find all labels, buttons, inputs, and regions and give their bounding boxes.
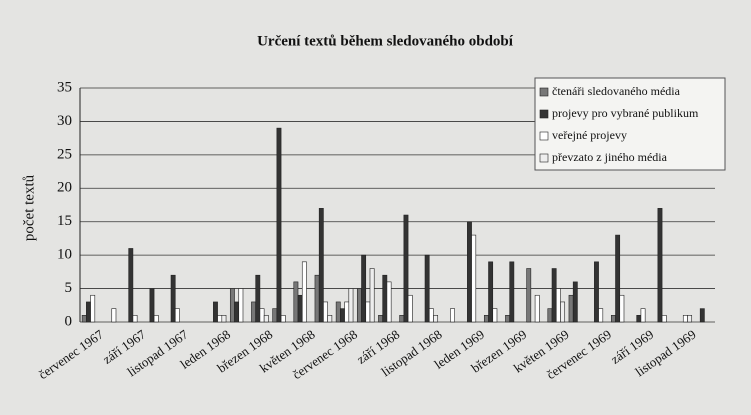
bar (132, 315, 138, 323)
y-tick-label: 0 (65, 313, 73, 329)
bar (382, 274, 388, 323)
y-tick-label: 20 (57, 180, 72, 196)
bar (81, 315, 87, 323)
bar (149, 288, 155, 323)
bar (174, 308, 180, 323)
y-tick-label: 15 (57, 213, 72, 229)
bar (340, 308, 345, 323)
y-axis-label: počet textů (21, 174, 37, 241)
bar (348, 288, 354, 323)
bar (90, 294, 96, 323)
bar (598, 308, 604, 323)
bar (234, 301, 240, 323)
bar (560, 301, 566, 323)
bar (255, 274, 261, 323)
bar (356, 288, 362, 323)
bar (682, 315, 688, 323)
y-tick-label: 10 (57, 247, 72, 263)
bar (433, 315, 439, 323)
bar (365, 301, 371, 323)
bar (272, 308, 278, 323)
bar (327, 315, 333, 323)
bar (551, 268, 557, 323)
bar (640, 308, 646, 323)
bar (153, 315, 159, 323)
bar (555, 288, 561, 323)
bar (217, 315, 223, 323)
bar (619, 294, 625, 323)
bar (509, 261, 515, 323)
legend-label: převzato z jiného média (552, 150, 668, 164)
bar (221, 315, 227, 323)
bar (492, 308, 498, 323)
bar (483, 315, 489, 323)
bar (314, 274, 320, 323)
y-tick-label: 25 (57, 146, 72, 162)
bar (280, 315, 286, 323)
bar (488, 261, 494, 323)
bar (86, 301, 91, 323)
bar (424, 254, 430, 323)
bar (547, 308, 553, 323)
bar (471, 234, 477, 323)
bar (251, 301, 256, 323)
bar (610, 315, 616, 323)
bar (526, 268, 532, 323)
bar (318, 208, 324, 323)
bar (128, 248, 134, 323)
legend-label: veřejné projevy (552, 128, 627, 142)
legend-label: projevy pro vybrané publikum (552, 106, 699, 120)
bar (450, 308, 455, 323)
y-tick-label: 35 (57, 79, 72, 95)
bar (534, 294, 540, 323)
bar (378, 315, 383, 323)
legend-swatch (539, 87, 549, 97)
chart-title: Určení textů během sledovaného období (257, 33, 514, 49)
bar (301, 261, 307, 323)
bar (361, 254, 367, 323)
bar (661, 315, 667, 323)
bar (657, 208, 663, 323)
legend-swatch (539, 153, 549, 163)
bar (636, 315, 642, 323)
y-tick-label: 5 (65, 280, 73, 296)
bar (213, 301, 218, 323)
bar (111, 308, 117, 323)
bar (594, 261, 599, 323)
legend-box (534, 77, 726, 171)
bar (323, 301, 328, 323)
bar (687, 315, 693, 323)
bar (170, 274, 176, 323)
bar (403, 214, 409, 323)
legend-swatch (539, 109, 549, 119)
bar (386, 281, 392, 323)
bar (505, 315, 510, 323)
bar (568, 294, 574, 323)
bar (399, 315, 405, 323)
bar (335, 301, 341, 323)
bar (276, 127, 282, 323)
bar (428, 308, 434, 323)
legend-label: čtenáři sledovaného média (552, 84, 681, 98)
bar (407, 294, 413, 323)
bar (293, 281, 299, 323)
bar (259, 308, 265, 323)
bar (238, 288, 244, 323)
bar (699, 308, 705, 323)
bar (615, 234, 621, 323)
y-tick-label: 30 (57, 113, 72, 129)
bar (572, 281, 578, 323)
bar (229, 288, 235, 323)
legend-swatch (539, 131, 549, 141)
bar (467, 221, 472, 323)
bar (297, 294, 303, 323)
bar (369, 268, 375, 323)
bar (263, 315, 269, 323)
bar (344, 301, 350, 323)
